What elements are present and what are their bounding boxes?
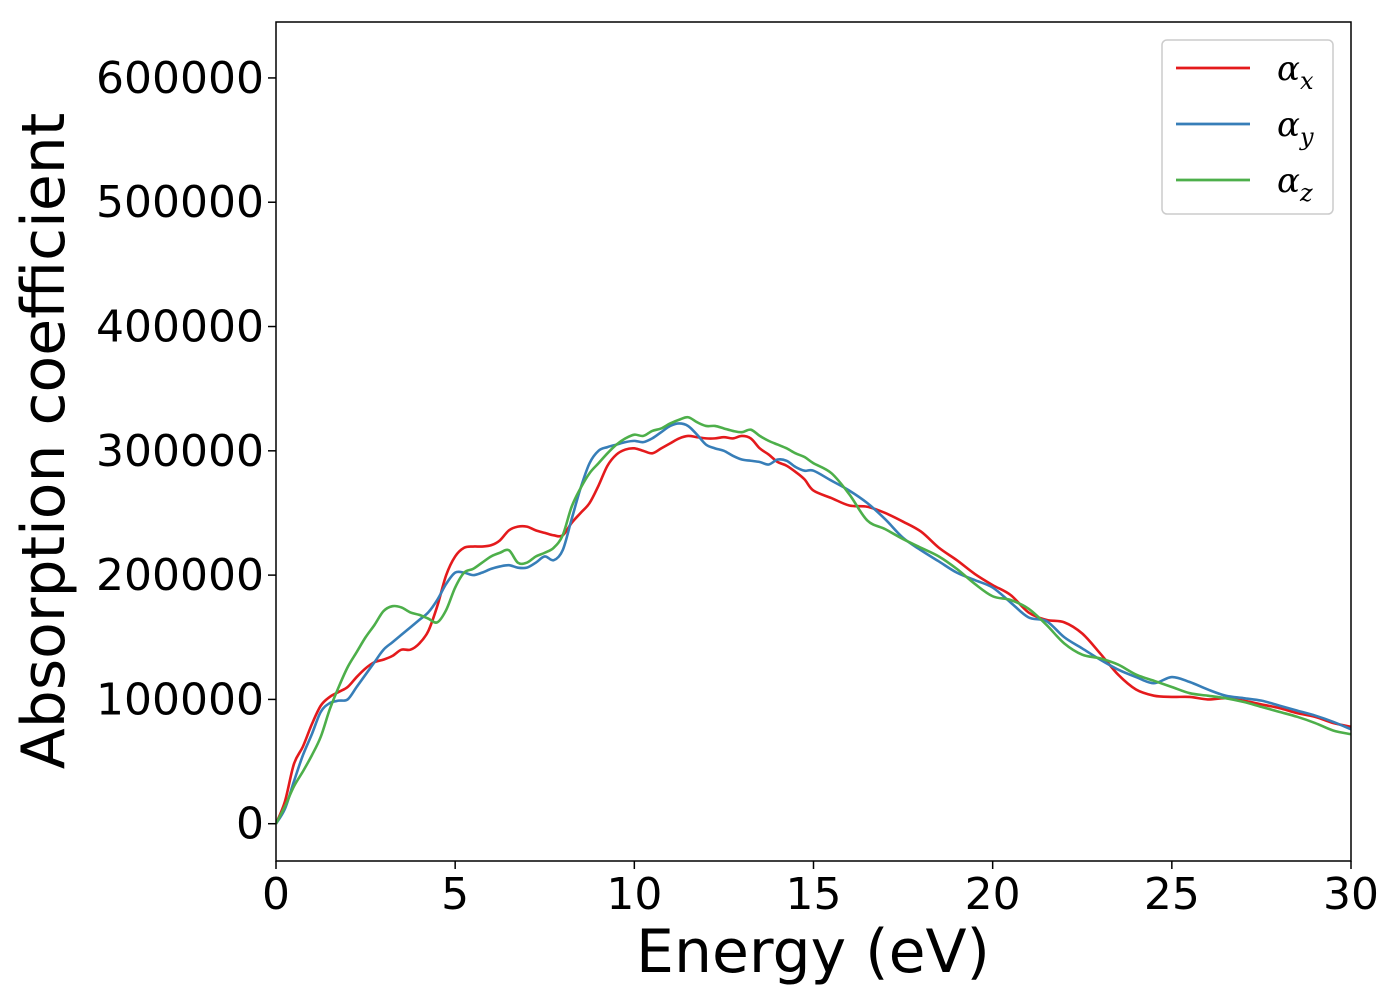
- series-layer: [276, 415, 1351, 825]
- x-tick-label: 20: [965, 869, 1021, 920]
- x-tick-label: 10: [606, 869, 662, 920]
- y-tick-label: 600000: [96, 53, 264, 104]
- y-tick-label: 300000: [96, 426, 264, 477]
- legend-box: [1161, 39, 1334, 215]
- y-tick-label: 200000: [96, 550, 264, 601]
- legend-label-1: αx: [1277, 49, 1314, 95]
- y-tick-label: 500000: [96, 177, 264, 228]
- y-tick-label: 400000: [96, 302, 264, 353]
- y-axis-title: Absorption coefficient: [9, 113, 79, 770]
- x-tick-label: 25: [1144, 869, 1200, 920]
- legend-label-3: αz: [1277, 161, 1313, 207]
- series-line-2: [276, 422, 1351, 825]
- y-tick-label: 100000: [96, 674, 264, 725]
- x-tick-label: 15: [786, 869, 842, 920]
- series-line-1: [276, 434, 1351, 825]
- x-tick-label: 0: [262, 869, 290, 920]
- ticks-layer: 0 5 10 15 20 25 30 0 100000 200000 300000 400000 500…: [96, 53, 1379, 920]
- series-line-3: [276, 415, 1351, 825]
- x-tick-label: 30: [1323, 869, 1379, 920]
- x-tick-label: 5: [441, 869, 469, 920]
- legend: αx αy αz: [1161, 39, 1334, 215]
- x-axis-title: Energy (eV): [636, 917, 990, 987]
- legend-label-2: αy: [1277, 105, 1314, 151]
- y-tick-label: 0: [236, 799, 264, 850]
